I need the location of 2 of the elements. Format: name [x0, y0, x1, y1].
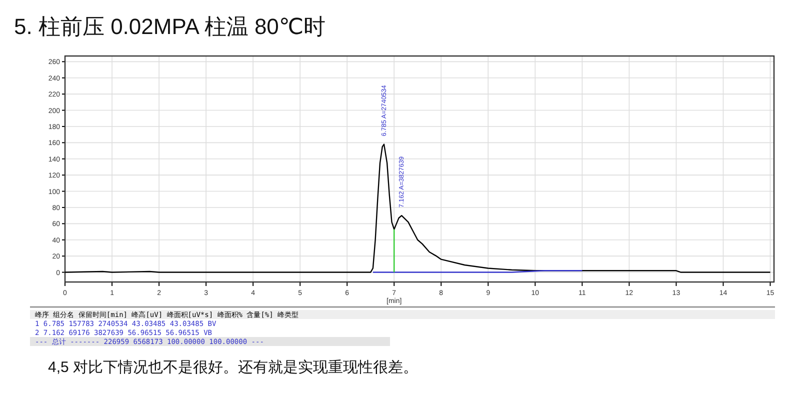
- text: 4,5 对比下情况也不是很好。还有就是实现重现性很差。: [48, 359, 418, 376]
- chart-title: 5. 柱前压 0.02MPA 柱温 80℃时: [14, 14, 326, 39]
